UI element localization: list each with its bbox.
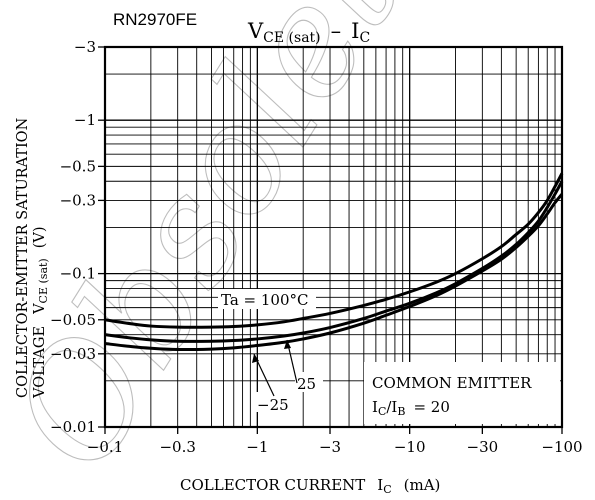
x-axis-label: COLLECTOR CURRENT IC (mA) [180,476,440,496]
cond-sub: C [378,405,386,418]
plot-frame [103,45,564,429]
svg-text:VOLTAGEVCE (sat)(V): VOLTAGE VCE (sat) (V) [32,226,50,399]
ta-label: Ta = 100°C [221,291,309,309]
tick-labels: −0.1 −0.3 −1 −3 −10 −30 −100 −3 −1 −0.5 −0.3 −0.1 −0… [50,38,583,456]
x-tick-label-0: −0.1 [87,438,123,456]
xlabel-sym: I [377,476,383,494]
x-tick-label-1: −0.3 [159,438,195,456]
grid [104,46,562,428]
series-line-0 [104,172,564,329]
x-tick-label-5: −30 [467,438,499,456]
xlabel-sub: C [383,483,391,496]
xlabel-text: COLLECTOR CURRENT [180,476,365,494]
x-tick-label-3: −3 [319,438,341,456]
svg-text:COLLECTOR-EMITTER SATURATION: COLLECTOR-EMITTER SATURATION [15,117,31,398]
y-tick-label-1: −1 [74,111,96,129]
y-tick-label-4: −0.1 [60,265,96,283]
y-axis-label: COLLECTOR-EMITTER SATURATION VOLTAGE VCE … [15,117,50,399]
cond-val: = 20 [413,398,449,416]
title-main: V [247,19,264,43]
series-line-2 [104,193,564,352]
series-lines [104,172,564,352]
cond-sep: /I [386,398,397,416]
y-tick-label-3: −0.3 [60,191,96,209]
y-tick-label-5: −0.05 [50,311,96,329]
y-tick-label-2: −0.5 [60,157,96,175]
condition-box: COMMON EMITTER IC/IB = 20 [364,362,560,424]
label-25: 25 [297,375,316,393]
y-tick-label-0: −3 [74,38,96,56]
condition-line1: COMMON EMITTER [372,374,532,392]
arrow-m25-head [252,354,259,363]
title-var-sub: C [359,30,370,46]
x-tick-label-2: −1 [246,438,268,456]
cond-sub2: B [397,405,405,418]
y-tick-label-6: −0.03 [50,345,96,363]
ylabel-unit: (V) [32,226,48,248]
svg-text:VCE (sat)–IC: VCE (sat) – IC [247,19,370,46]
svg-text:IC/IB= 20: IC/IB = 20 [372,398,450,418]
condition-box-bg [364,362,560,424]
label-m25: −25 [257,396,289,414]
xlabel-unit: (mA) [404,476,441,494]
title-main-sub: CE (sat) [263,30,320,46]
ylabel-sub: CE (sat) [37,258,50,303]
chart-title: VCE (sat) – IC [247,19,370,46]
title-sep: – [331,19,342,43]
ylabel-sym: V [32,303,48,315]
cond-sym: I [372,398,378,416]
series-line-1 [104,180,564,343]
title-var: I [351,19,359,43]
ylabel-line2a: VOLTAGE [32,326,48,399]
arrow-25-head [284,340,291,349]
x-tick-label-6: −100 [541,438,582,456]
part-number: RN2970FE [113,10,197,29]
series-annotations: Ta = 100°C 25 −25 [218,289,323,414]
y-tick-label-7: −0.01 [50,418,96,436]
ylabel-line1: COLLECTOR-EMITTER SATURATION [15,117,31,398]
x-tick-label-4: −10 [394,438,426,456]
